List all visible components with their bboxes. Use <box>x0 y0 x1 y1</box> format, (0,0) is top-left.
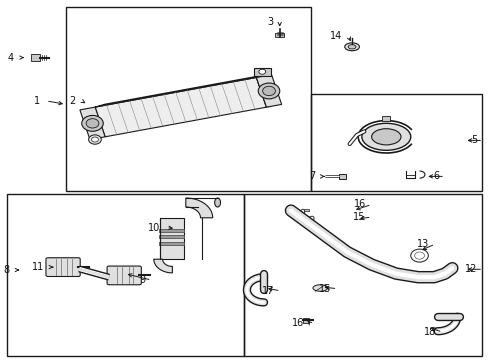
Bar <box>159 235 184 238</box>
Text: 15: 15 <box>353 212 365 222</box>
Text: 13: 13 <box>416 239 428 249</box>
Text: 2: 2 <box>69 96 76 106</box>
Bar <box>159 229 184 232</box>
Circle shape <box>258 83 279 99</box>
Bar <box>310 94 481 191</box>
Polygon shape <box>95 75 265 107</box>
FancyBboxPatch shape <box>107 266 141 285</box>
FancyBboxPatch shape <box>46 258 80 276</box>
Ellipse shape <box>371 129 400 145</box>
Text: 8: 8 <box>3 265 10 275</box>
Text: 12: 12 <box>464 264 476 274</box>
Polygon shape <box>256 75 276 107</box>
Bar <box>382 116 389 121</box>
Ellipse shape <box>344 43 359 51</box>
Polygon shape <box>256 75 281 107</box>
Bar <box>66 7 310 191</box>
Bar <box>244 194 481 356</box>
Bar <box>7 194 244 356</box>
Ellipse shape <box>347 45 355 49</box>
Circle shape <box>81 116 103 131</box>
Bar <box>160 218 184 259</box>
Text: 9: 9 <box>139 275 145 285</box>
Text: 10: 10 <box>148 222 160 233</box>
Text: 14: 14 <box>329 31 342 41</box>
Circle shape <box>86 119 99 128</box>
Ellipse shape <box>287 207 293 214</box>
Circle shape <box>88 135 101 144</box>
Polygon shape <box>185 198 212 218</box>
Polygon shape <box>154 259 172 273</box>
Bar <box>338 174 345 179</box>
Circle shape <box>262 86 275 96</box>
Text: 11: 11 <box>32 262 44 272</box>
Ellipse shape <box>361 123 410 150</box>
Text: 1: 1 <box>34 96 40 106</box>
Bar <box>31 54 40 61</box>
Polygon shape <box>95 77 266 137</box>
Bar <box>159 242 184 245</box>
Ellipse shape <box>214 198 220 207</box>
Text: 4: 4 <box>7 53 14 63</box>
Circle shape <box>258 69 265 74</box>
Ellipse shape <box>312 285 327 291</box>
Text: 15: 15 <box>319 284 331 294</box>
Bar <box>253 68 270 76</box>
Text: 5: 5 <box>470 135 476 145</box>
Bar <box>275 33 284 37</box>
Text: 6: 6 <box>432 171 438 181</box>
Text: 17: 17 <box>262 286 274 296</box>
Text: 7: 7 <box>308 171 315 181</box>
Text: 3: 3 <box>267 17 273 27</box>
Text: 18: 18 <box>424 327 436 337</box>
Circle shape <box>91 137 98 142</box>
Text: 16: 16 <box>291 318 304 328</box>
Bar <box>304 209 308 211</box>
Bar <box>303 318 308 323</box>
Text: 16: 16 <box>353 199 365 210</box>
Polygon shape <box>80 107 105 140</box>
